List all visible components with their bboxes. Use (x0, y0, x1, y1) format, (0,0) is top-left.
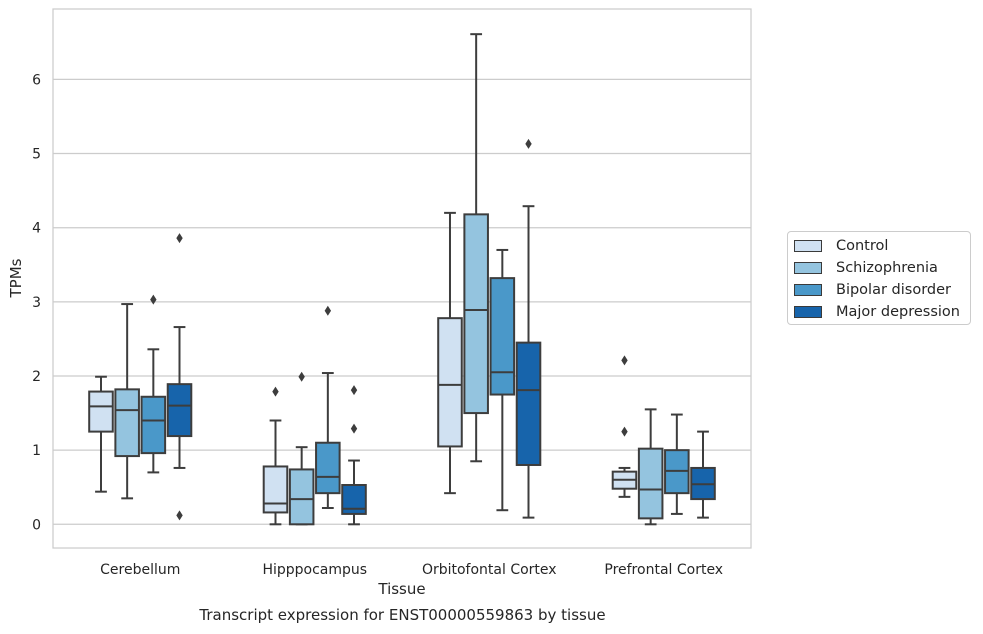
y-tick-label-0: 0 (32, 517, 41, 533)
outlier-point (272, 386, 279, 397)
box-schizophrenia-orbitofontal-cortex (463, 33, 489, 463)
outlier-point (350, 423, 358, 434)
box-control-orbitofontal-cortex (437, 211, 463, 495)
x-axis-title: Tissue (377, 580, 425, 598)
box-bipolar-disorder-hipppocampus (315, 305, 341, 509)
x-tick-label-orbitofontal-cortex: Orbitofontal Cortex (422, 562, 557, 578)
box-bipolar-disorder-orbitofontal-cortex (489, 248, 516, 512)
legend-swatch-bipolar-disorder (794, 284, 822, 296)
legend-swatch-control (794, 240, 822, 252)
y-tick-label-1: 1 (32, 443, 41, 459)
x-tick-label-hipppocampus: Hipppocampus (262, 562, 367, 578)
gridlines (53, 78, 751, 525)
outlier-point (621, 426, 628, 437)
iqr-box (463, 213, 489, 415)
y-axis-ticks: 0 1 2 3 4 5 6 (32, 72, 41, 533)
outlier-point (324, 305, 332, 316)
outlier-point (150, 294, 157, 305)
x-tick-label-prefrontal-cortex: Prefrontal Cortex (604, 562, 723, 578)
iqr-box (114, 388, 140, 458)
iqr-box (341, 484, 367, 515)
iqr-box (88, 390, 114, 433)
legend-label-control: Control (836, 238, 889, 254)
iqr-box (288, 468, 315, 526)
box-schizophrenia-cerebellum (114, 303, 140, 500)
legend-item-major-depression: Major depression (794, 303, 960, 321)
legend-swatch-major-depression (794, 306, 822, 318)
box-bipolar-disorder-cerebellum (140, 294, 167, 474)
iqr-box (140, 395, 167, 455)
legend-item-bipolar-disorder: Bipolar disorder (794, 281, 951, 299)
y-axis-title: TPMs (7, 258, 25, 298)
y-tick-label-2: 2 (32, 369, 41, 385)
y-tick-label-6: 6 (32, 72, 41, 88)
iqr-box (489, 277, 516, 396)
outlier-point (176, 510, 183, 521)
outlier-point (621, 355, 628, 366)
iqr-box (515, 341, 542, 466)
box-major-depression-cerebellum (166, 233, 193, 521)
box-series (88, 33, 716, 526)
iqr-box (637, 447, 664, 520)
box-bipolar-disorder-prefrontal-cortex (664, 413, 690, 515)
iqr-box (437, 317, 463, 448)
iqr-box (166, 383, 193, 438)
box-major-depression-prefrontal-cortex (690, 430, 716, 519)
plot-area-frame (52, 8, 752, 549)
box-schizophrenia-hipppocampus (288, 371, 315, 526)
x-axis-ticks: Cerebellum Hipppocampus Orbitofontal Corte… (100, 562, 723, 578)
iqr-box (262, 465, 289, 514)
legend-label-schizophrenia: Schizophrenia (836, 260, 938, 276)
box-major-depression-orbitofontal-cortex (515, 138, 542, 519)
box-control-cerebellum (88, 375, 114, 493)
y-tick-label-4: 4 (32, 221, 41, 237)
x-tick-label-cerebellum: Cerebellum (100, 562, 180, 578)
figure-caption: Transcript expression for ENST0000055986… (199, 606, 606, 624)
outlier-point (176, 233, 183, 244)
legend-swatch-schizophrenia (794, 262, 822, 274)
legend-label-bipolar-disorder: Bipolar disorder (836, 282, 951, 298)
box-control-hipppocampus (262, 386, 289, 526)
legend-label-major-depression: Major depression (836, 304, 960, 320)
legend: Control Schizophrenia Bipolar disorder M… (787, 231, 971, 325)
y-tick-label-3: 3 (32, 295, 41, 311)
legend-item-schizophrenia: Schizophrenia (794, 259, 938, 277)
outlier-point (525, 138, 532, 149)
box-major-depression-hipppocampus (341, 385, 367, 526)
outlier-point (298, 371, 305, 382)
y-tick-label-5: 5 (32, 147, 41, 163)
legend-item-control: Control (794, 237, 888, 255)
box-control-prefrontal-cortex (611, 355, 638, 498)
iqr-box (315, 441, 341, 495)
outlier-point (350, 385, 358, 396)
box-schizophrenia-prefrontal-cortex (637, 408, 664, 526)
